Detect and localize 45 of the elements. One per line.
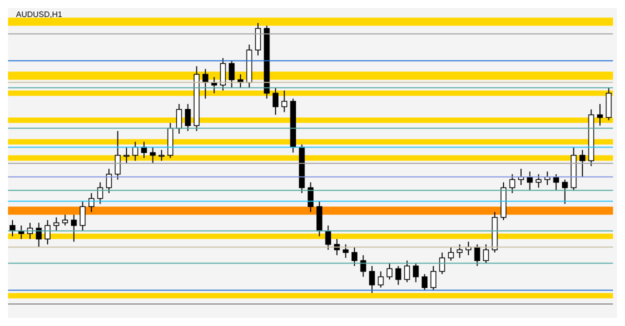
candlestick [228, 60, 235, 88]
candlestick [10, 220, 16, 237]
candlestick [70, 214, 77, 242]
candlestick [404, 260, 410, 283]
candlestick [536, 174, 542, 188]
chart-title: AUDUSD,H1 [16, 10, 62, 19]
candlestick [88, 192, 94, 212]
candlestick [184, 104, 191, 132]
candlestick [255, 22, 261, 56]
candlestick [448, 246, 454, 262]
candlestick [281, 90, 288, 113]
candlestick [580, 149, 586, 178]
candlestick [412, 262, 419, 283]
candlestick [360, 254, 366, 278]
candlestick [386, 262, 392, 280]
candlestick [44, 220, 50, 245]
candlestick [483, 244, 489, 264]
candlestick [124, 146, 130, 164]
candlestick [456, 244, 463, 258]
candlestick [562, 179, 568, 204]
candlestick [369, 265, 375, 294]
candlestick [272, 87, 278, 116]
candlestick [62, 214, 68, 226]
candlestick [439, 252, 446, 275]
candlestick [474, 244, 480, 266]
candlestick [395, 265, 402, 286]
candlestick [150, 146, 156, 164]
candlestick [106, 168, 112, 194]
candlestick [141, 141, 147, 158]
candlestick [422, 274, 428, 291]
candlestick [220, 58, 226, 92]
candlestick [202, 68, 208, 100]
candlestick [352, 246, 358, 266]
candlestick [53, 216, 60, 232]
candlestick [430, 265, 436, 291]
candlestick [80, 200, 86, 232]
candlestick [308, 182, 314, 212]
candlestick [158, 149, 164, 162]
candlestick [114, 130, 121, 180]
candlestick [597, 104, 603, 126]
candlestick [378, 270, 384, 288]
candlestick [509, 174, 516, 194]
candlestick [342, 244, 349, 258]
candlestick [176, 104, 182, 134]
candlestick [325, 224, 332, 250]
